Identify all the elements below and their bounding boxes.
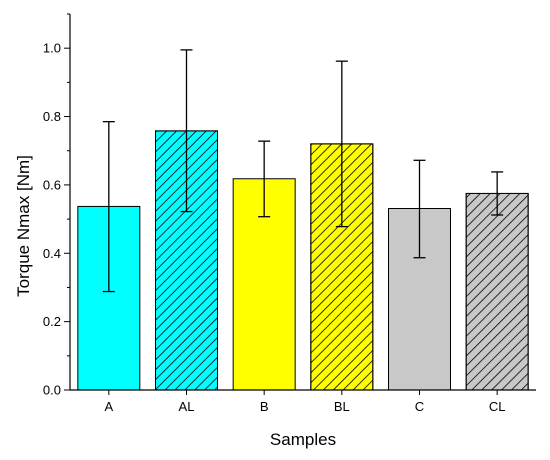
- bars: [77, 130, 529, 391]
- x-tick-label-cl: CL: [489, 399, 506, 414]
- y-tick-label: 1.0: [43, 41, 61, 56]
- y-tick-label: 0.4: [43, 246, 61, 261]
- x-tick-label-al: AL: [179, 399, 195, 414]
- y-tick-label: 0.2: [43, 314, 61, 329]
- x-tick-label-c: C: [415, 399, 424, 414]
- y-tick-label: 0.6: [43, 177, 61, 192]
- y-tick-label: 0.0: [43, 383, 61, 398]
- x-tick-label-b: B: [260, 399, 269, 414]
- x-axis-title: Samples: [270, 430, 336, 449]
- x-tick-label-a: A: [104, 399, 113, 414]
- x-tick-label-bl: BL: [334, 399, 350, 414]
- y-tick-label: 0.8: [43, 109, 61, 124]
- y-axis-title: Torque Nmax [Nm]: [14, 155, 33, 297]
- bar-hatch-cl: [465, 192, 529, 391]
- error-bars: [102, 49, 504, 293]
- axes: A AL B BL C CL 0.0 0.2 0.4 0.6 0.8 1.0: [43, 13, 536, 414]
